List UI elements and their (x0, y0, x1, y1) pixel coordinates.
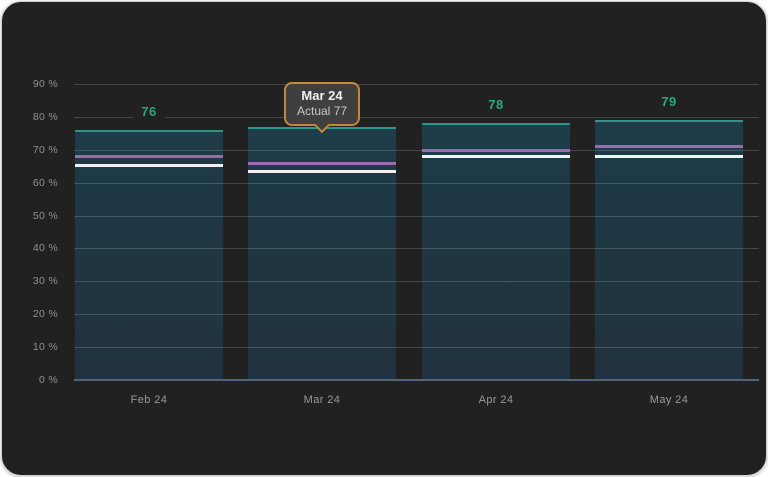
purple-marker-line (75, 155, 223, 158)
y-axis-tick-label: 70 % (32, 144, 58, 156)
purple-marker-line (421, 149, 570, 152)
tooltip-body: Actual 77 (296, 104, 348, 118)
tooltip-title: Mar 24 (301, 88, 343, 103)
bar-value-label: 76 (119, 104, 179, 119)
white-marker-line (75, 164, 223, 167)
gridline (74, 347, 759, 348)
y-axis-tick-label: 0 % (39, 374, 58, 386)
bar-value-text: 79 (653, 94, 685, 109)
x-axis-tick-label: Mar 24 (303, 394, 341, 406)
gridline (74, 183, 759, 184)
y-axis-tick-label: 20 % (32, 308, 58, 320)
bar-may-24[interactable] (594, 120, 743, 380)
chart-tooltip: Mar 24 Actual 77 (283, 82, 361, 134)
white-marker-line (248, 170, 397, 173)
gridline (74, 281, 759, 282)
y-axis-tick-label: 40 % (32, 242, 58, 254)
bar-value-text: 78 (480, 97, 512, 112)
purple-marker-line (248, 162, 397, 165)
gridline (74, 84, 759, 85)
x-axis-tick-label: Apr 24 (478, 394, 514, 406)
gridline (74, 117, 759, 118)
purple-marker-line (594, 145, 743, 148)
y-axis-tick-label: 90 % (32, 78, 58, 90)
y-axis-tick-label: 50 % (32, 210, 58, 222)
gridline (74, 314, 759, 315)
bar-apr-24[interactable] (421, 123, 570, 380)
x-axis-tick-label: Feb 24 (130, 394, 168, 406)
x-axis-line (74, 379, 759, 381)
white-marker-line (421, 155, 570, 158)
x-axis-tick-label: May 24 (649, 394, 689, 406)
bar-feb-24[interactable] (75, 130, 223, 380)
white-marker-line (594, 155, 743, 158)
gridline (74, 216, 759, 217)
gridline (74, 150, 759, 151)
y-axis-tick-label: 30 % (32, 275, 58, 287)
y-axis-tick-label: 80 % (32, 111, 58, 123)
bar-value-label: 79 (639, 94, 699, 109)
bar-value-text: 76 (133, 104, 165, 119)
y-axis-tick-label: 60 % (32, 177, 58, 189)
y-axis-tick-label: 10 % (32, 341, 58, 353)
bar-value-label: 78 (466, 97, 526, 112)
gridline (74, 248, 759, 249)
